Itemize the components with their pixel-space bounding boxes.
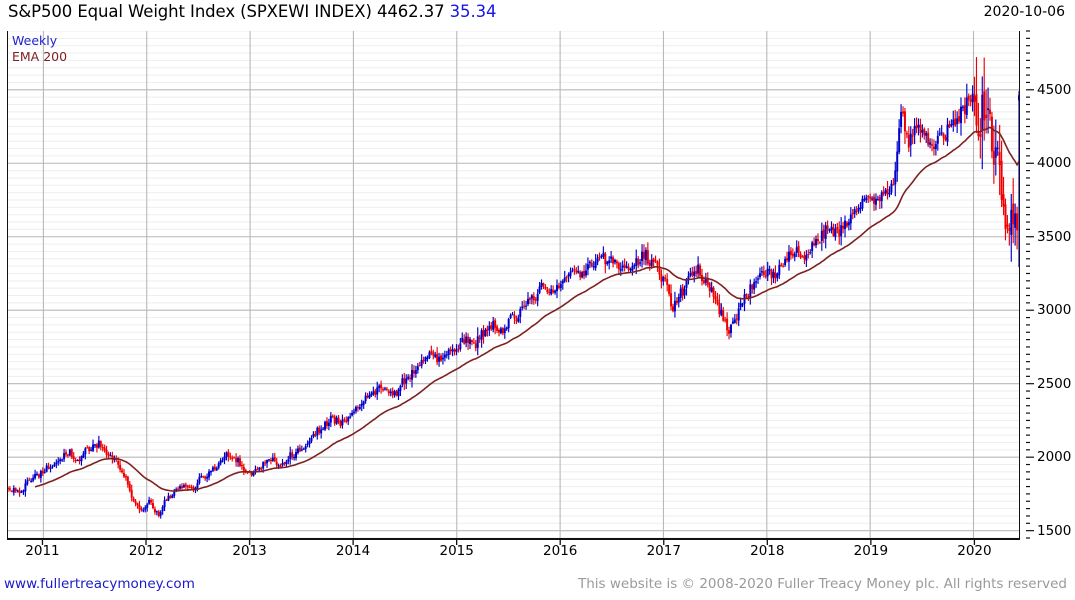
chart-canvas <box>8 31 1019 538</box>
x-axis-ticks <box>41 538 976 545</box>
y-tick-label: 3000 <box>1037 302 1072 319</box>
x-tick-label: 2016 <box>543 543 578 559</box>
y-tick-label: 4500 <box>1037 81 1072 98</box>
gridlines <box>8 31 1019 538</box>
x-tick-label: 2020 <box>957 543 992 559</box>
x-tick-label: 2014 <box>335 543 371 559</box>
chart-header: S&P500 Equal Weight Index (SPXEWI INDEX)… <box>0 0 1075 26</box>
x-axis-line <box>7 538 1020 540</box>
x-tick-label: 2017 <box>646 543 681 559</box>
y-tick-label: 1500 <box>1037 522 1072 539</box>
price-change: 35.34 <box>449 2 497 21</box>
x-tick-label: 2015 <box>439 543 474 559</box>
y-tick-label: 3500 <box>1037 228 1072 245</box>
candlesticks <box>8 57 1019 519</box>
y-tick-label: 2000 <box>1037 449 1072 466</box>
page-title: S&P500 Equal Weight Index (SPXEWI INDEX)… <box>8 2 497 21</box>
x-tick-label: 2011 <box>25 543 60 559</box>
chart-plot-area[interactable] <box>7 31 1020 538</box>
y-axis-ticks <box>1026 30 1034 539</box>
x-axis-labels: 2011 2012 2013 2014 2015 2016 2017 2018 2019 2020 <box>0 538 1075 565</box>
site-url[interactable]: www.fullertreacymoney.com <box>4 576 195 592</box>
title-text: S&P500 Equal Weight Index (SPXEWI INDEX)… <box>8 2 445 21</box>
header-date: 2020-10-06 <box>983 4 1065 20</box>
x-tick-label: 2018 <box>750 543 785 559</box>
x-tick-label: 2019 <box>853 543 889 559</box>
y-tick-label: 2500 <box>1037 375 1072 392</box>
copyright-notice: This website is © 2008-2020 Fuller Treac… <box>578 576 1067 592</box>
y-axis-labels: 1500 2000 2500 3000 3500 4000 4500 <box>1026 0 1075 600</box>
y-tick-label: 4000 <box>1037 155 1072 172</box>
ema-200-line <box>34 126 1019 492</box>
x-tick-label: 2012 <box>128 543 164 559</box>
year-gridlines <box>42 31 975 538</box>
x-tick-label: 2013 <box>232 543 267 559</box>
